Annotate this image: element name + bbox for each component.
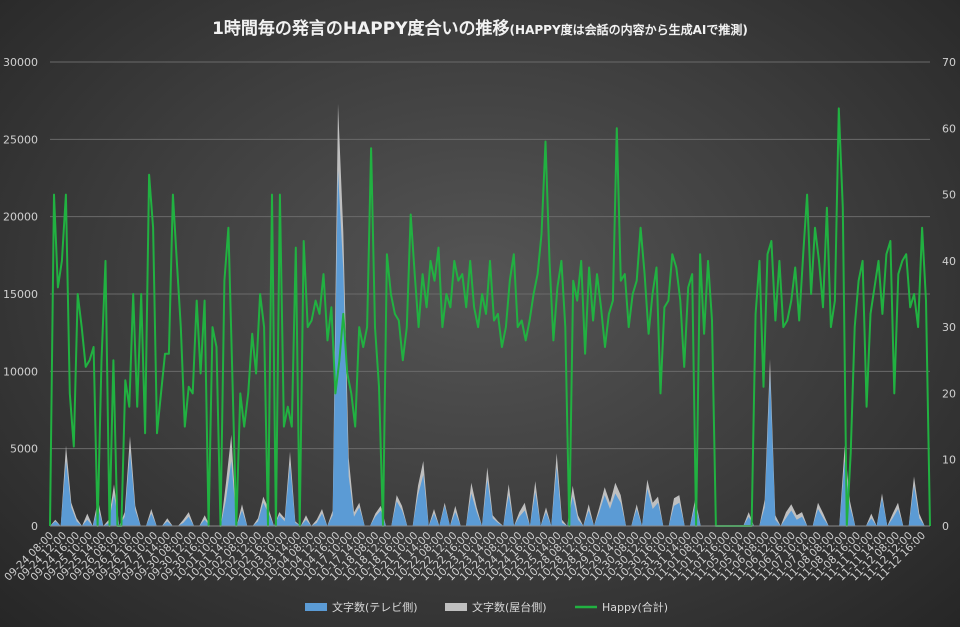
- line-series: [49, 107, 931, 527]
- right-tick-label: 30: [942, 321, 956, 334]
- legend-label: Happy(合計): [602, 600, 668, 614]
- left-tick-label: 5000: [10, 443, 38, 456]
- right-tick-label: 40: [942, 255, 956, 268]
- happy-line: [49, 107, 931, 527]
- right-tick-label: 10: [942, 454, 956, 467]
- right-tick-label: 70: [942, 56, 956, 69]
- left-tick-label: 15000: [3, 288, 38, 301]
- left-tick-label: 0: [31, 520, 38, 533]
- right-tick-label: 50: [942, 189, 956, 202]
- legend-label: 文字数(テレビ側): [332, 600, 418, 614]
- legend-swatch: [305, 603, 327, 611]
- gridlines: [50, 61, 930, 527]
- legend-swatch: [445, 603, 467, 611]
- right-tick-label: 60: [942, 122, 956, 135]
- right-tick-label: 20: [942, 387, 956, 400]
- left-tick-label: 10000: [3, 365, 38, 378]
- right-y-axis: 0 10 20 30 40 50 60 70: [942, 56, 956, 533]
- right-tick-label: 0: [942, 520, 949, 533]
- left-tick-label: 20000: [3, 211, 38, 224]
- legend-label: 文字数(屋台側): [472, 600, 547, 614]
- left-y-axis: 0 5000 10000 15000 20000 25000 30000: [3, 56, 38, 533]
- legend: 文字数(テレビ側) 文字数(屋台側) Happy(合計): [305, 600, 668, 614]
- chart-title: 1時間毎の発言のHAPPY度合いの推移(HAPPY度は会話の内容から生成AIで推…: [212, 18, 748, 39]
- left-tick-label: 30000: [3, 56, 38, 69]
- left-tick-label: 25000: [3, 133, 38, 146]
